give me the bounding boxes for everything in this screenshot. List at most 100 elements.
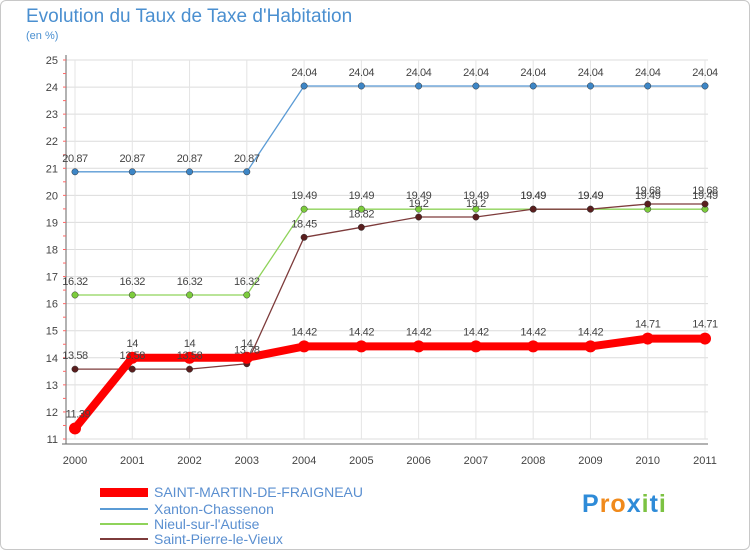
data-point — [186, 168, 193, 176]
legend-swatch — [100, 508, 148, 510]
series-line — [74, 85, 706, 173]
series-line — [71, 334, 709, 433]
logo-letter: o — [610, 490, 627, 518]
data-point — [357, 82, 365, 90]
data-label: 16.32 — [62, 276, 88, 288]
data-label: 24.04 — [635, 67, 661, 79]
data-point — [300, 82, 308, 90]
data-point — [128, 365, 136, 373]
data-point — [355, 340, 368, 353]
data-point — [587, 82, 594, 90]
y-tick-label: 20 — [46, 190, 58, 202]
data-label: 11.39 — [66, 408, 91, 420]
data-point — [415, 213, 423, 221]
data-label: 20.87 — [234, 153, 260, 165]
y-tick-label: 14 — [46, 353, 58, 365]
y-tick-label: 11 — [47, 434, 58, 446]
y-tick-label: 23 — [46, 109, 58, 121]
data-label: 19.49 — [578, 190, 604, 202]
data-label: 14.42 — [578, 326, 604, 338]
data-label: 14.71 — [692, 319, 718, 331]
data-point — [527, 340, 540, 353]
data-label: 19.68 — [635, 185, 661, 197]
legend-label: SAINT-MARTIN-DE-FRAIGNEAU — [154, 484, 363, 500]
data-point — [240, 351, 253, 364]
y-tick-label: 12 — [46, 407, 58, 419]
x-tick-label: 2005 — [349, 455, 373, 467]
data-point — [469, 340, 482, 353]
data-label: 19.49 — [520, 190, 546, 202]
data-point — [472, 205, 480, 213]
chart-title: Evolution du Taux de Taxe d'Habitation — [26, 6, 353, 27]
logo-letter: i — [641, 490, 650, 518]
data-label: 14.42 — [406, 326, 432, 338]
data-point — [472, 213, 480, 221]
chart-subtitle: (en %) — [26, 30, 59, 42]
data-label: 13.58 — [177, 350, 203, 362]
y-tick-label: 16 — [46, 299, 58, 311]
data-label: 16.32 — [120, 276, 146, 288]
data-label: 19.2 — [409, 198, 429, 210]
data-label: 19.68 — [692, 185, 718, 197]
data-label: 13.58 — [120, 350, 146, 362]
data-point — [71, 365, 79, 373]
data-label: 24.04 — [349, 67, 375, 79]
x-tick-label: 2007 — [464, 455, 488, 467]
legend-item-xanton-chassenon: Xanton-Chassenon — [100, 501, 274, 517]
legend-item-nieul-sur-l-autise: Nieul-sur-l'Autise — [100, 516, 259, 532]
logo-letter: P — [582, 490, 600, 518]
x-tick-label: 2011 — [693, 455, 717, 467]
data-point — [128, 291, 136, 299]
data-point — [644, 82, 652, 90]
data-label: 19.49 — [349, 190, 375, 202]
data-point — [183, 351, 196, 364]
data-point — [298, 340, 311, 353]
data-label: 14.42 — [463, 326, 489, 338]
data-point — [243, 168, 251, 176]
data-point — [587, 205, 594, 213]
data-label: 20.87 — [62, 153, 88, 165]
data-point — [71, 168, 79, 176]
data-label: 18.82 — [349, 208, 375, 220]
data-label: 24.04 — [463, 67, 489, 79]
data-label: 24.04 — [520, 67, 546, 79]
data-point — [128, 168, 136, 176]
data-point — [529, 205, 537, 213]
legend-label: Saint-Pierre-le-Vieux — [154, 531, 283, 547]
legend-item-saint-pierre-le-vieux: Saint-Pierre-le-Vieux — [100, 531, 283, 547]
data-label: 19.49 — [520, 190, 546, 202]
data-point — [357, 223, 365, 231]
data-point — [186, 291, 193, 299]
legend-label: Xanton-Chassenon — [154, 501, 274, 517]
logo-letter: i — [658, 490, 667, 518]
data-label: 19.49 — [692, 190, 718, 202]
data-point — [584, 340, 597, 353]
data-point — [644, 200, 652, 208]
y-tick-label: 18 — [46, 245, 58, 257]
logo-letter: r — [599, 490, 611, 518]
data-label: 18.45 — [291, 218, 317, 230]
legend-swatch — [100, 487, 148, 497]
legend-label: Nieul-sur-l'Autise — [154, 516, 260, 532]
data-point — [701, 200, 709, 208]
data-point — [71, 291, 79, 299]
data-label: 19.49 — [406, 190, 432, 202]
legend-swatch — [100, 538, 148, 540]
y-tick-label: 19 — [46, 217, 58, 229]
x-tick-label: 2010 — [635, 455, 659, 467]
x-tick-label: 2004 — [292, 455, 316, 467]
data-label: 24.04 — [291, 67, 317, 79]
logo-letter: t — [649, 490, 659, 518]
data-point — [300, 205, 308, 213]
y-tick-label: 21 — [46, 163, 58, 175]
data-label: 14 — [184, 338, 196, 350]
data-label: 24.04 — [406, 67, 432, 79]
data-label: 19.49 — [578, 190, 604, 202]
series-line — [74, 203, 706, 370]
data-point — [415, 205, 423, 213]
data-point — [415, 82, 423, 90]
data-point — [186, 365, 193, 373]
data-label: 14 — [127, 338, 139, 350]
